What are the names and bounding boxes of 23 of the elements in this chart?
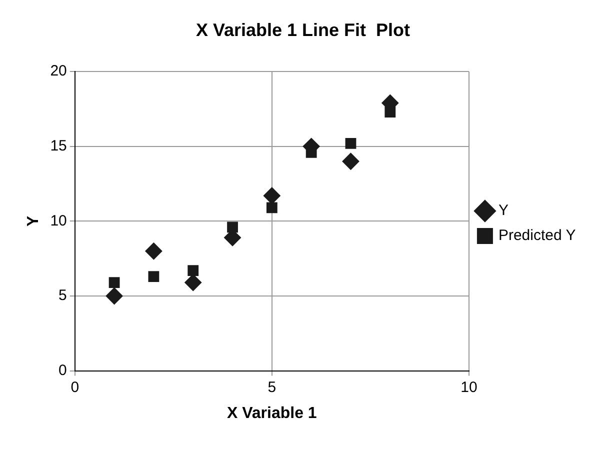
y-tick-label: 0: [58, 362, 67, 379]
point: [184, 274, 202, 292]
x-tick-label: 0: [70, 378, 80, 396]
y-tick-label: 5: [58, 287, 67, 304]
y-tick-label: 10: [50, 212, 67, 230]
y-tick-label: 20: [50, 62, 67, 80]
point: [345, 138, 356, 149]
point: [106, 288, 123, 304]
point: [145, 242, 162, 260]
point: [263, 187, 280, 204]
legend-label: Y: [498, 202, 508, 220]
point: [342, 152, 360, 170]
y-tick-label: 15: [50, 138, 67, 155]
point: [148, 271, 160, 282]
legend-label: Predicted Y: [498, 227, 576, 244]
x-tick-label: 5: [268, 378, 276, 396]
x-tick-label: 10: [460, 378, 478, 396]
point: [188, 265, 199, 276]
chart-title: X Variable 1 Line Fit Plot: [196, 20, 410, 40]
y-axis-title: Y: [25, 216, 42, 227]
point: [108, 277, 120, 288]
x-axis-title: X Variable 1: [227, 404, 317, 422]
point: [266, 202, 278, 214]
